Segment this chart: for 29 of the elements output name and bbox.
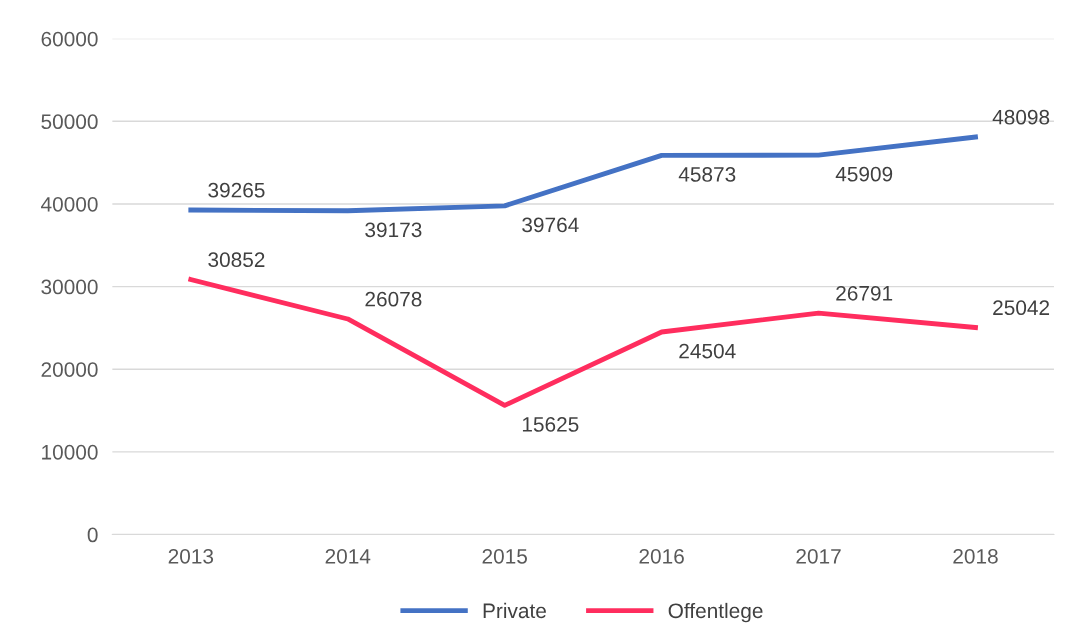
data-label: 48098 xyxy=(992,109,1050,125)
y-tick-label: 20000 xyxy=(41,362,98,377)
data-label: 15625 xyxy=(522,417,579,432)
y-tick-label: 0 xyxy=(87,527,98,543)
x-tick-label: 2013 xyxy=(168,548,214,564)
y-tick-label: 30000 xyxy=(41,279,98,295)
data-label: 39265 xyxy=(208,182,265,198)
data-label: 39764 xyxy=(522,217,579,233)
legend-label: Offentlege xyxy=(668,602,763,623)
x-tick-label: 2016 xyxy=(639,548,684,564)
data-label: 26078 xyxy=(365,291,422,307)
data-label: 45873 xyxy=(678,167,736,182)
y-tick-label: 50000 xyxy=(41,114,98,130)
data-label: 24504 xyxy=(679,343,736,359)
data-label: 25042 xyxy=(993,300,1050,316)
data-label: 45909 xyxy=(835,166,893,182)
data-label: 30852 xyxy=(208,252,265,268)
x-tick-label: 2017 xyxy=(796,548,841,564)
x-tick-label: 2014 xyxy=(325,548,371,564)
data-label: 26791 xyxy=(836,285,893,301)
legend-label: Private xyxy=(483,602,546,619)
x-tick-label: 2018 xyxy=(953,548,998,564)
y-tick-label: 10000 xyxy=(42,444,98,460)
x-tick-label: 2015 xyxy=(482,548,527,564)
y-tick-label: 40000 xyxy=(41,196,98,212)
line-series xyxy=(188,277,978,408)
y-tick-label: 60000 xyxy=(41,31,98,47)
line-series xyxy=(188,134,978,214)
data-label: 39173 xyxy=(365,222,422,238)
